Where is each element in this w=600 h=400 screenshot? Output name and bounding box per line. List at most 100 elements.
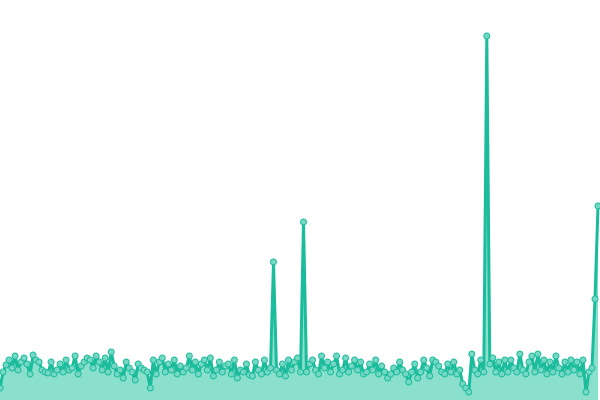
data-point: [251, 358, 259, 366]
series-area: [0, 36, 598, 400]
data-point: [420, 356, 428, 364]
data-point: [74, 370, 82, 378]
data-point: [441, 370, 449, 378]
data-point: [300, 218, 308, 226]
data-point: [339, 366, 347, 374]
data-point: [278, 360, 286, 368]
data-point: [402, 370, 410, 378]
data-point: [579, 356, 587, 364]
data-point: [8, 364, 16, 372]
data-point: [215, 358, 223, 366]
data-point: [570, 366, 578, 374]
data-point: [450, 358, 458, 366]
data-point: [555, 364, 563, 372]
data-point: [248, 372, 256, 380]
data-point: [327, 368, 335, 376]
data-point: [516, 350, 524, 358]
data-point: [287, 366, 295, 374]
data-point: [92, 352, 100, 360]
data-point: [2, 361, 10, 369]
data-point: [378, 362, 386, 370]
data-point: [333, 352, 341, 360]
data-point: [131, 376, 139, 384]
data-point: [465, 388, 473, 396]
data-point: [227, 370, 235, 378]
data-point: [5, 356, 13, 364]
data-point: [348, 362, 356, 370]
data-point: [269, 258, 277, 266]
data-point: [351, 356, 359, 364]
data-point: [185, 352, 193, 360]
data-point: [23, 360, 31, 368]
data-point: [182, 364, 190, 372]
data-point: [164, 360, 172, 368]
data-point: [417, 368, 425, 376]
data-point: [393, 368, 401, 376]
data-point: [170, 356, 178, 364]
data-point: [0, 384, 4, 392]
data-point: [35, 358, 43, 366]
data-point: [342, 354, 350, 362]
data-point: [95, 358, 103, 366]
data-point: [44, 369, 52, 377]
data-point: [176, 362, 184, 370]
data-point: [119, 374, 127, 382]
data-point: [447, 368, 455, 376]
data-point: [564, 368, 572, 376]
data-point: [543, 370, 551, 378]
data-point: [324, 358, 332, 366]
data-point: [588, 364, 596, 372]
data-point: [546, 358, 554, 366]
data-point: [188, 366, 196, 374]
data-point: [486, 360, 494, 368]
data-point: [537, 366, 545, 374]
data-point: [191, 358, 199, 366]
data-point: [128, 368, 136, 376]
data-point: [257, 370, 265, 378]
data-point: [426, 372, 434, 380]
data-point: [200, 356, 208, 364]
data-point: [11, 352, 19, 360]
data-point: [534, 350, 542, 358]
data-point: [411, 360, 419, 368]
data-point: [158, 354, 166, 362]
data-point: [0, 368, 7, 376]
data-point: [531, 368, 539, 376]
data-point: [260, 356, 268, 364]
data-point: [86, 356, 94, 364]
data-point: [480, 368, 488, 376]
data-point: [495, 358, 503, 366]
data-point: [281, 372, 289, 380]
data-point: [525, 358, 533, 366]
data-point: [369, 366, 377, 374]
data-point: [309, 356, 317, 364]
data-point: [507, 356, 515, 364]
data-point: [381, 368, 389, 376]
data-point: [540, 356, 548, 364]
data-point: [14, 366, 22, 374]
data-point: [266, 364, 274, 372]
data-point: [321, 364, 329, 372]
data-point: [233, 374, 241, 382]
data-point: [477, 356, 485, 364]
data-point: [167, 366, 175, 374]
data-point: [501, 356, 509, 364]
data-point: [101, 354, 109, 362]
data-point: [107, 348, 115, 356]
data-point: [522, 370, 530, 378]
data-point: [594, 202, 600, 210]
data-point: [230, 356, 238, 364]
data-point: [456, 366, 464, 374]
data-point: [173, 370, 181, 378]
data-point: [366, 360, 374, 368]
data-point: [20, 354, 28, 362]
series-line: [0, 34, 600, 394]
data-point: [209, 372, 217, 380]
data-point: [375, 370, 383, 378]
data-point: [89, 364, 97, 372]
data-point: [492, 368, 500, 376]
data-point: [561, 358, 569, 366]
data-point: [98, 366, 106, 374]
data-point: [29, 351, 37, 359]
